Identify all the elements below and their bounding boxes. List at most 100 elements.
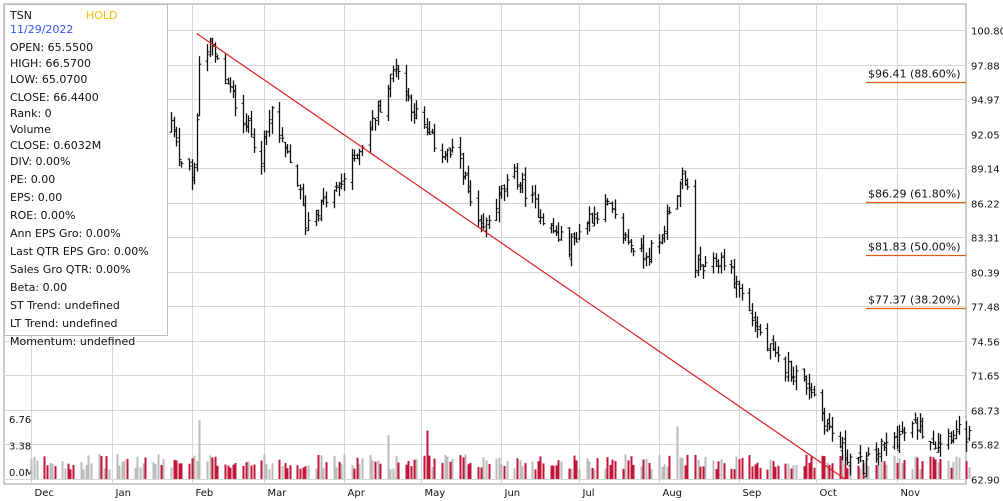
volume-bar [98,454,101,479]
volume-bar [61,461,64,479]
volume-bar [268,469,271,479]
volume-bar [596,458,599,479]
price-tick-label: 80.39 [971,269,1000,280]
volume-bar [103,468,106,479]
volume-bar [121,461,124,479]
volume-bar [351,465,354,479]
volume-bar [593,469,596,479]
price-tick-label: 94.97 [971,96,1000,107]
volume-bar [118,465,121,479]
volume-bar [377,460,380,479]
volume-bar [952,462,955,479]
volume-bar [108,469,111,479]
volume-bar [704,456,707,479]
volume-bar [666,466,669,479]
fib-level-label: $77.37 (38.20%) [868,294,961,307]
info-line: DIV: 0.00% [10,155,71,168]
price-tick-label: 92.05 [971,131,1000,142]
symbol-label: TSN [10,9,32,22]
volume-bar [663,464,666,479]
volume-bar [898,458,901,479]
volume-bar [441,463,444,479]
volume-bar [500,464,503,479]
volume-bar [49,462,52,479]
volume-bar [488,463,491,479]
month-tick-label: May [425,488,446,499]
volume-bar [570,468,573,479]
volume-bar [901,463,904,479]
volume-bar [756,462,759,479]
price-tick-label: 71.65 [971,372,1000,383]
volume-bar [216,465,219,479]
volume-bar [795,465,798,479]
volume-bar [813,467,816,479]
price-tick-label: 89.14 [971,165,1000,176]
info-line: ST Trend: undefined [10,299,120,312]
volume-bar [247,461,250,479]
volume-bar [893,455,896,479]
volume-bar [844,464,847,479]
volume-bar [958,457,961,479]
month-tick-label: Oct [820,488,837,499]
volume-bar [123,460,126,479]
volume-bar [676,426,679,479]
volume-bar [36,460,39,479]
volume-bar [560,461,563,479]
info-line: Momentum: undefined [10,335,136,348]
volume-bar [260,460,263,479]
volume-bar [296,465,299,479]
info-line: PE: 0.00 [10,173,56,186]
month-tick-label: Jan [115,488,131,499]
volume-bar [759,467,762,479]
volume-bar [144,457,147,479]
volume-bar [916,457,919,479]
volume-bar [139,467,142,479]
volume-bar [880,462,883,479]
volume-bar [281,466,284,479]
fib-level-label: $86.29 (61.80%) [868,188,961,201]
volume-bar [679,457,682,479]
volume-bar [451,459,454,479]
volume-bar [85,465,88,479]
volume-bar [229,467,232,479]
volume-bar [939,459,942,479]
volume-bar [343,454,346,479]
volume-bar [826,462,829,479]
volume-bar [459,455,462,479]
price-tick-label: 68.73 [971,407,1000,418]
volume-bar [630,456,633,479]
volume-bar [606,457,609,479]
volume-bar [263,454,266,479]
volume-bar [340,463,343,479]
trendline [196,33,846,480]
info-line: Ann EPS Gro: 0.00% [10,227,121,240]
volume-bar [810,455,813,479]
volume-bar [234,462,237,479]
volume-bar [937,462,940,479]
info-line: Volume [10,123,51,136]
volume-bar [777,465,780,479]
volume-bar [911,469,914,479]
volume-bar [410,466,413,479]
volume-bar [642,459,645,479]
volume-bar [335,467,338,479]
volume-bar [90,463,93,479]
volume-bar [498,457,501,479]
volume-bar [846,468,849,479]
volume-bar [134,467,137,479]
volume-bar [588,461,591,479]
volume-tick-label: 6.76 [9,415,31,426]
volume-bar [302,467,305,479]
volume-bar [823,456,826,479]
volume-bar [433,458,436,479]
date-label: 11/29/2022 [10,23,74,36]
volume-bar [883,461,886,479]
volume-bar [87,455,90,479]
volume-bar [482,457,485,479]
volume-bar [694,454,697,479]
price-tick-label: 97.88 [971,62,1000,73]
info-line: Sales Gro QTR: 0.00% [10,263,131,276]
volume-bar [338,462,341,479]
month-tick-label: Feb [196,488,214,499]
